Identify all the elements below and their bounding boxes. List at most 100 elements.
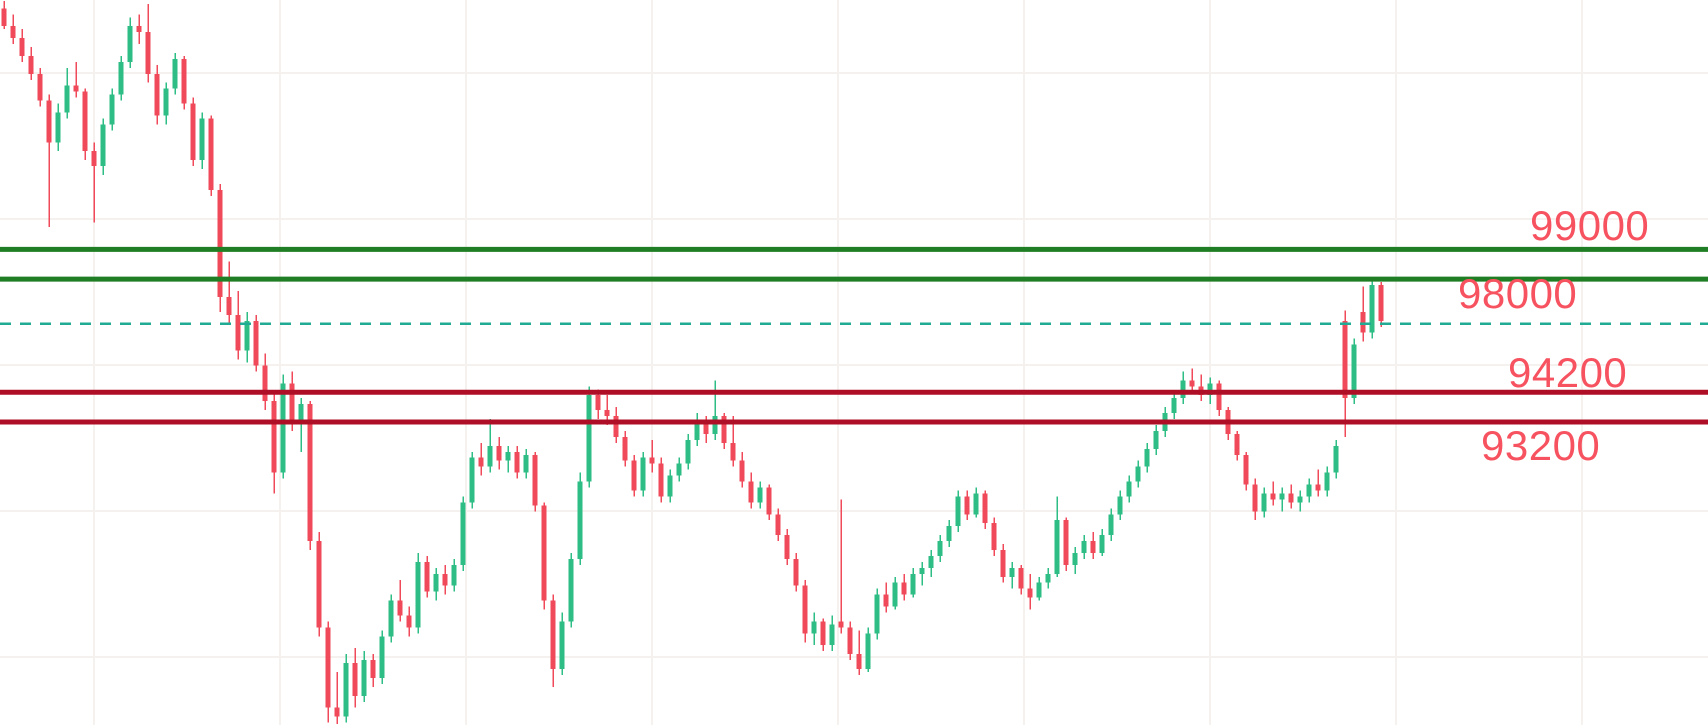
candle-body [1270, 493, 1276, 500]
candle-body [82, 91, 88, 152]
candle-body [982, 493, 988, 524]
candle-body [298, 404, 304, 423]
candle-body [712, 416, 718, 434]
candle-body [658, 463, 664, 497]
candle-body [460, 502, 466, 565]
candle-body [1261, 493, 1267, 512]
candle-body [424, 561, 430, 592]
candle-body [1099, 535, 1105, 553]
candle-body [505, 451, 511, 461]
candle-body [316, 541, 322, 628]
candle-body [559, 621, 565, 670]
candle-body [487, 445, 493, 467]
candle-wick [300, 398, 302, 452]
candle-wick [921, 561, 923, 586]
candle-wick [858, 630, 860, 675]
candle-body [568, 558, 574, 622]
candle-body [586, 395, 592, 482]
candle-body [442, 573, 448, 586]
candle-body [1144, 448, 1150, 467]
candle-body [793, 558, 799, 586]
candle-body [1018, 567, 1024, 589]
candle-body [415, 561, 421, 628]
candle-body [433, 573, 439, 592]
candle-body [1045, 573, 1051, 583]
candle-wick [1317, 469, 1319, 497]
candle-wick [840, 499, 842, 634]
candle-wick [714, 380, 716, 440]
candle-body [496, 445, 502, 461]
candle-body [910, 573, 916, 595]
candle-body [991, 523, 997, 550]
candle-body [10, 26, 16, 39]
candle-body [352, 663, 358, 696]
candle-body [865, 633, 871, 670]
candle-body [1117, 496, 1123, 515]
candle-body [370, 660, 376, 678]
candle-body [802, 585, 808, 634]
candle-body [1135, 466, 1141, 482]
candle-body [343, 663, 349, 717]
candle-wick [1272, 481, 1274, 506]
candle-body [1072, 552, 1078, 565]
candle-body [847, 627, 853, 655]
candle-body [1000, 550, 1006, 577]
candle-body [901, 582, 907, 595]
candle-body [118, 61, 124, 95]
candle-body [91, 151, 97, 167]
candle-body [757, 487, 763, 503]
candle-body [1351, 344, 1357, 399]
candle-body [523, 454, 529, 473]
price-level-label-94200: 94200 [1508, 349, 1628, 396]
candle-body [199, 118, 205, 161]
candle-body [622, 436, 628, 461]
candle-body [379, 636, 385, 678]
candle-body [766, 487, 772, 515]
candle-body [1027, 588, 1033, 598]
candle-body [730, 442, 736, 461]
candle-wick [489, 419, 491, 473]
candle-body [1234, 433, 1240, 455]
candle-body [640, 457, 646, 491]
candle-body [46, 100, 52, 143]
candle-wick [48, 94, 50, 228]
candle-body [1324, 472, 1330, 491]
candle-body [1036, 582, 1042, 598]
candle-wick [336, 672, 338, 725]
candle-body [1252, 484, 1258, 512]
candle-body [1189, 380, 1195, 387]
candle-body [1108, 514, 1114, 536]
candle-body [1090, 541, 1096, 553]
candle-body [532, 454, 538, 506]
candle-body [676, 463, 682, 476]
candle-body [577, 481, 583, 559]
candle-body [955, 496, 961, 527]
candle-body [1054, 520, 1060, 574]
candle-body [109, 94, 115, 125]
candle-body [820, 621, 826, 646]
candle-body [397, 600, 403, 616]
candle-body [775, 514, 781, 536]
candle-body [856, 654, 862, 670]
candle-body [469, 457, 475, 503]
candle-body [829, 624, 835, 646]
candle-body [1063, 520, 1069, 565]
candle-body [1288, 493, 1294, 503]
candle-body [226, 297, 232, 315]
candle-body [541, 505, 547, 601]
price-level-label-93200: 93200 [1481, 422, 1601, 469]
candle-body [334, 707, 340, 717]
candle-body [685, 439, 691, 464]
candle-body [892, 582, 898, 607]
candle-body [136, 26, 142, 33]
candle-body [451, 564, 457, 586]
candle-body [784, 535, 790, 559]
candle-body [1279, 493, 1285, 500]
candle-body [244, 320, 250, 351]
candle-body [1378, 285, 1384, 321]
candle-body [811, 621, 817, 634]
candle-body [1333, 445, 1339, 473]
candle-body [595, 395, 601, 411]
